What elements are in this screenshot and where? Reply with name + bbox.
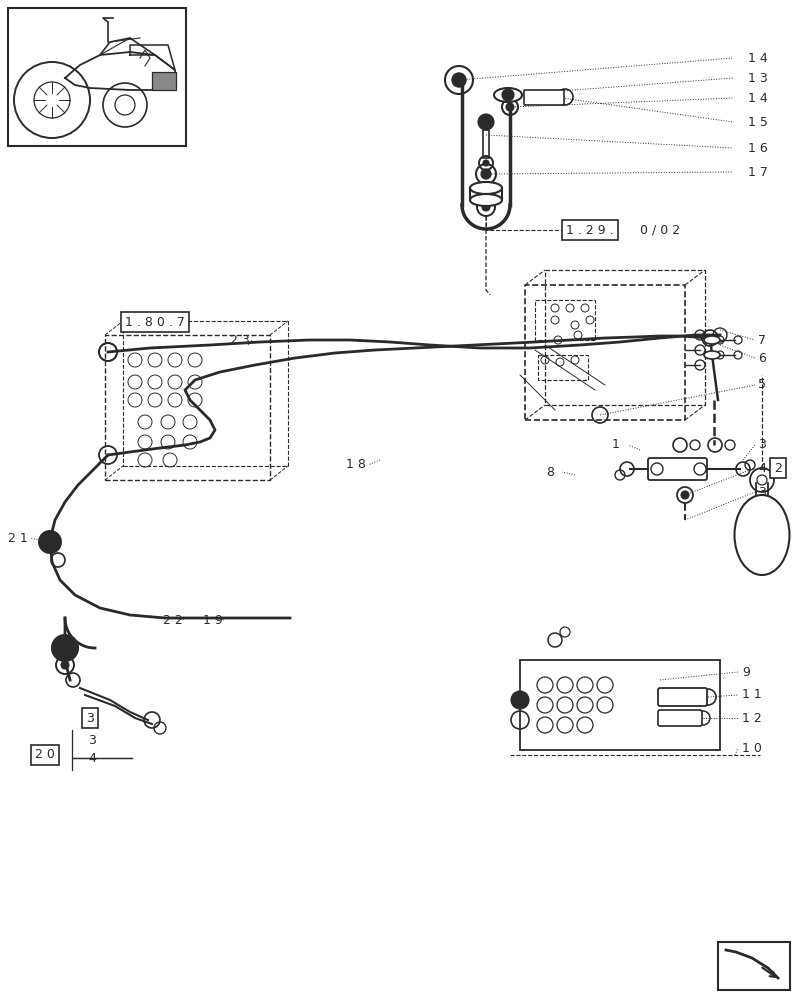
Circle shape (501, 89, 513, 101)
Bar (538, 355, 587, 380)
Text: 1 5: 1 5 (747, 116, 767, 129)
Bar (717, 942, 789, 990)
Circle shape (61, 661, 69, 669)
Text: 2 1: 2 1 (8, 532, 28, 544)
Circle shape (45, 537, 55, 547)
Text: 2 3: 2 3 (230, 334, 250, 347)
Text: 2: 2 (773, 462, 781, 475)
Circle shape (52, 635, 78, 661)
Text: 3: 3 (757, 486, 765, 498)
Bar (152, 72, 176, 90)
FancyBboxPatch shape (657, 688, 706, 706)
Text: 1 . 8 0 . 7: 1 . 8 0 . 7 (125, 316, 185, 328)
Circle shape (452, 73, 466, 87)
Text: 5: 5 (757, 378, 765, 391)
Text: 8: 8 (545, 466, 553, 479)
Text: 1 3: 1 3 (747, 72, 767, 85)
Circle shape (510, 691, 528, 709)
Ellipse shape (703, 336, 719, 344)
Bar (483, 130, 488, 158)
Ellipse shape (493, 88, 521, 102)
Circle shape (478, 114, 493, 130)
Circle shape (680, 491, 689, 499)
Text: 1 6: 1 6 (747, 142, 767, 155)
Text: 4: 4 (757, 462, 765, 475)
Circle shape (482, 203, 489, 211)
Ellipse shape (734, 495, 788, 575)
Text: 9: 9 (741, 666, 749, 678)
Ellipse shape (703, 351, 719, 359)
FancyBboxPatch shape (647, 458, 706, 480)
Circle shape (480, 169, 491, 179)
Text: 1 4: 1 4 (747, 52, 767, 65)
Text: 2 2: 2 2 (163, 613, 182, 626)
Text: 1 2: 1 2 (741, 712, 761, 724)
Text: 1 7: 1 7 (747, 166, 767, 179)
Bar (534, 300, 594, 340)
Text: 3: 3 (88, 734, 96, 746)
Circle shape (483, 160, 488, 166)
Text: 1 0: 1 0 (741, 742, 761, 754)
Bar (519, 660, 719, 750)
Text: 1 4: 1 4 (747, 92, 767, 105)
Text: 1 1: 1 1 (741, 688, 761, 702)
Bar (8, 8, 186, 146)
Ellipse shape (470, 182, 501, 194)
Text: 1: 1 (611, 438, 619, 452)
Text: 3: 3 (86, 712, 94, 724)
Text: 1 8: 1 8 (345, 458, 366, 472)
Text: 1 . 2 9 .: 1 . 2 9 . (565, 224, 613, 236)
Text: 7: 7 (757, 334, 765, 347)
Text: 1 9: 1 9 (203, 613, 222, 626)
Text: 4: 4 (88, 752, 96, 764)
Text: 3: 3 (757, 438, 765, 452)
FancyBboxPatch shape (523, 90, 564, 105)
Bar (152, 72, 176, 90)
Text: 2 0: 2 0 (35, 748, 55, 762)
Circle shape (39, 531, 61, 553)
Circle shape (505, 103, 513, 111)
Text: 0 / 0 2: 0 / 0 2 (639, 224, 680, 236)
Text: 6: 6 (757, 352, 765, 364)
FancyBboxPatch shape (657, 710, 702, 726)
Ellipse shape (470, 194, 501, 206)
